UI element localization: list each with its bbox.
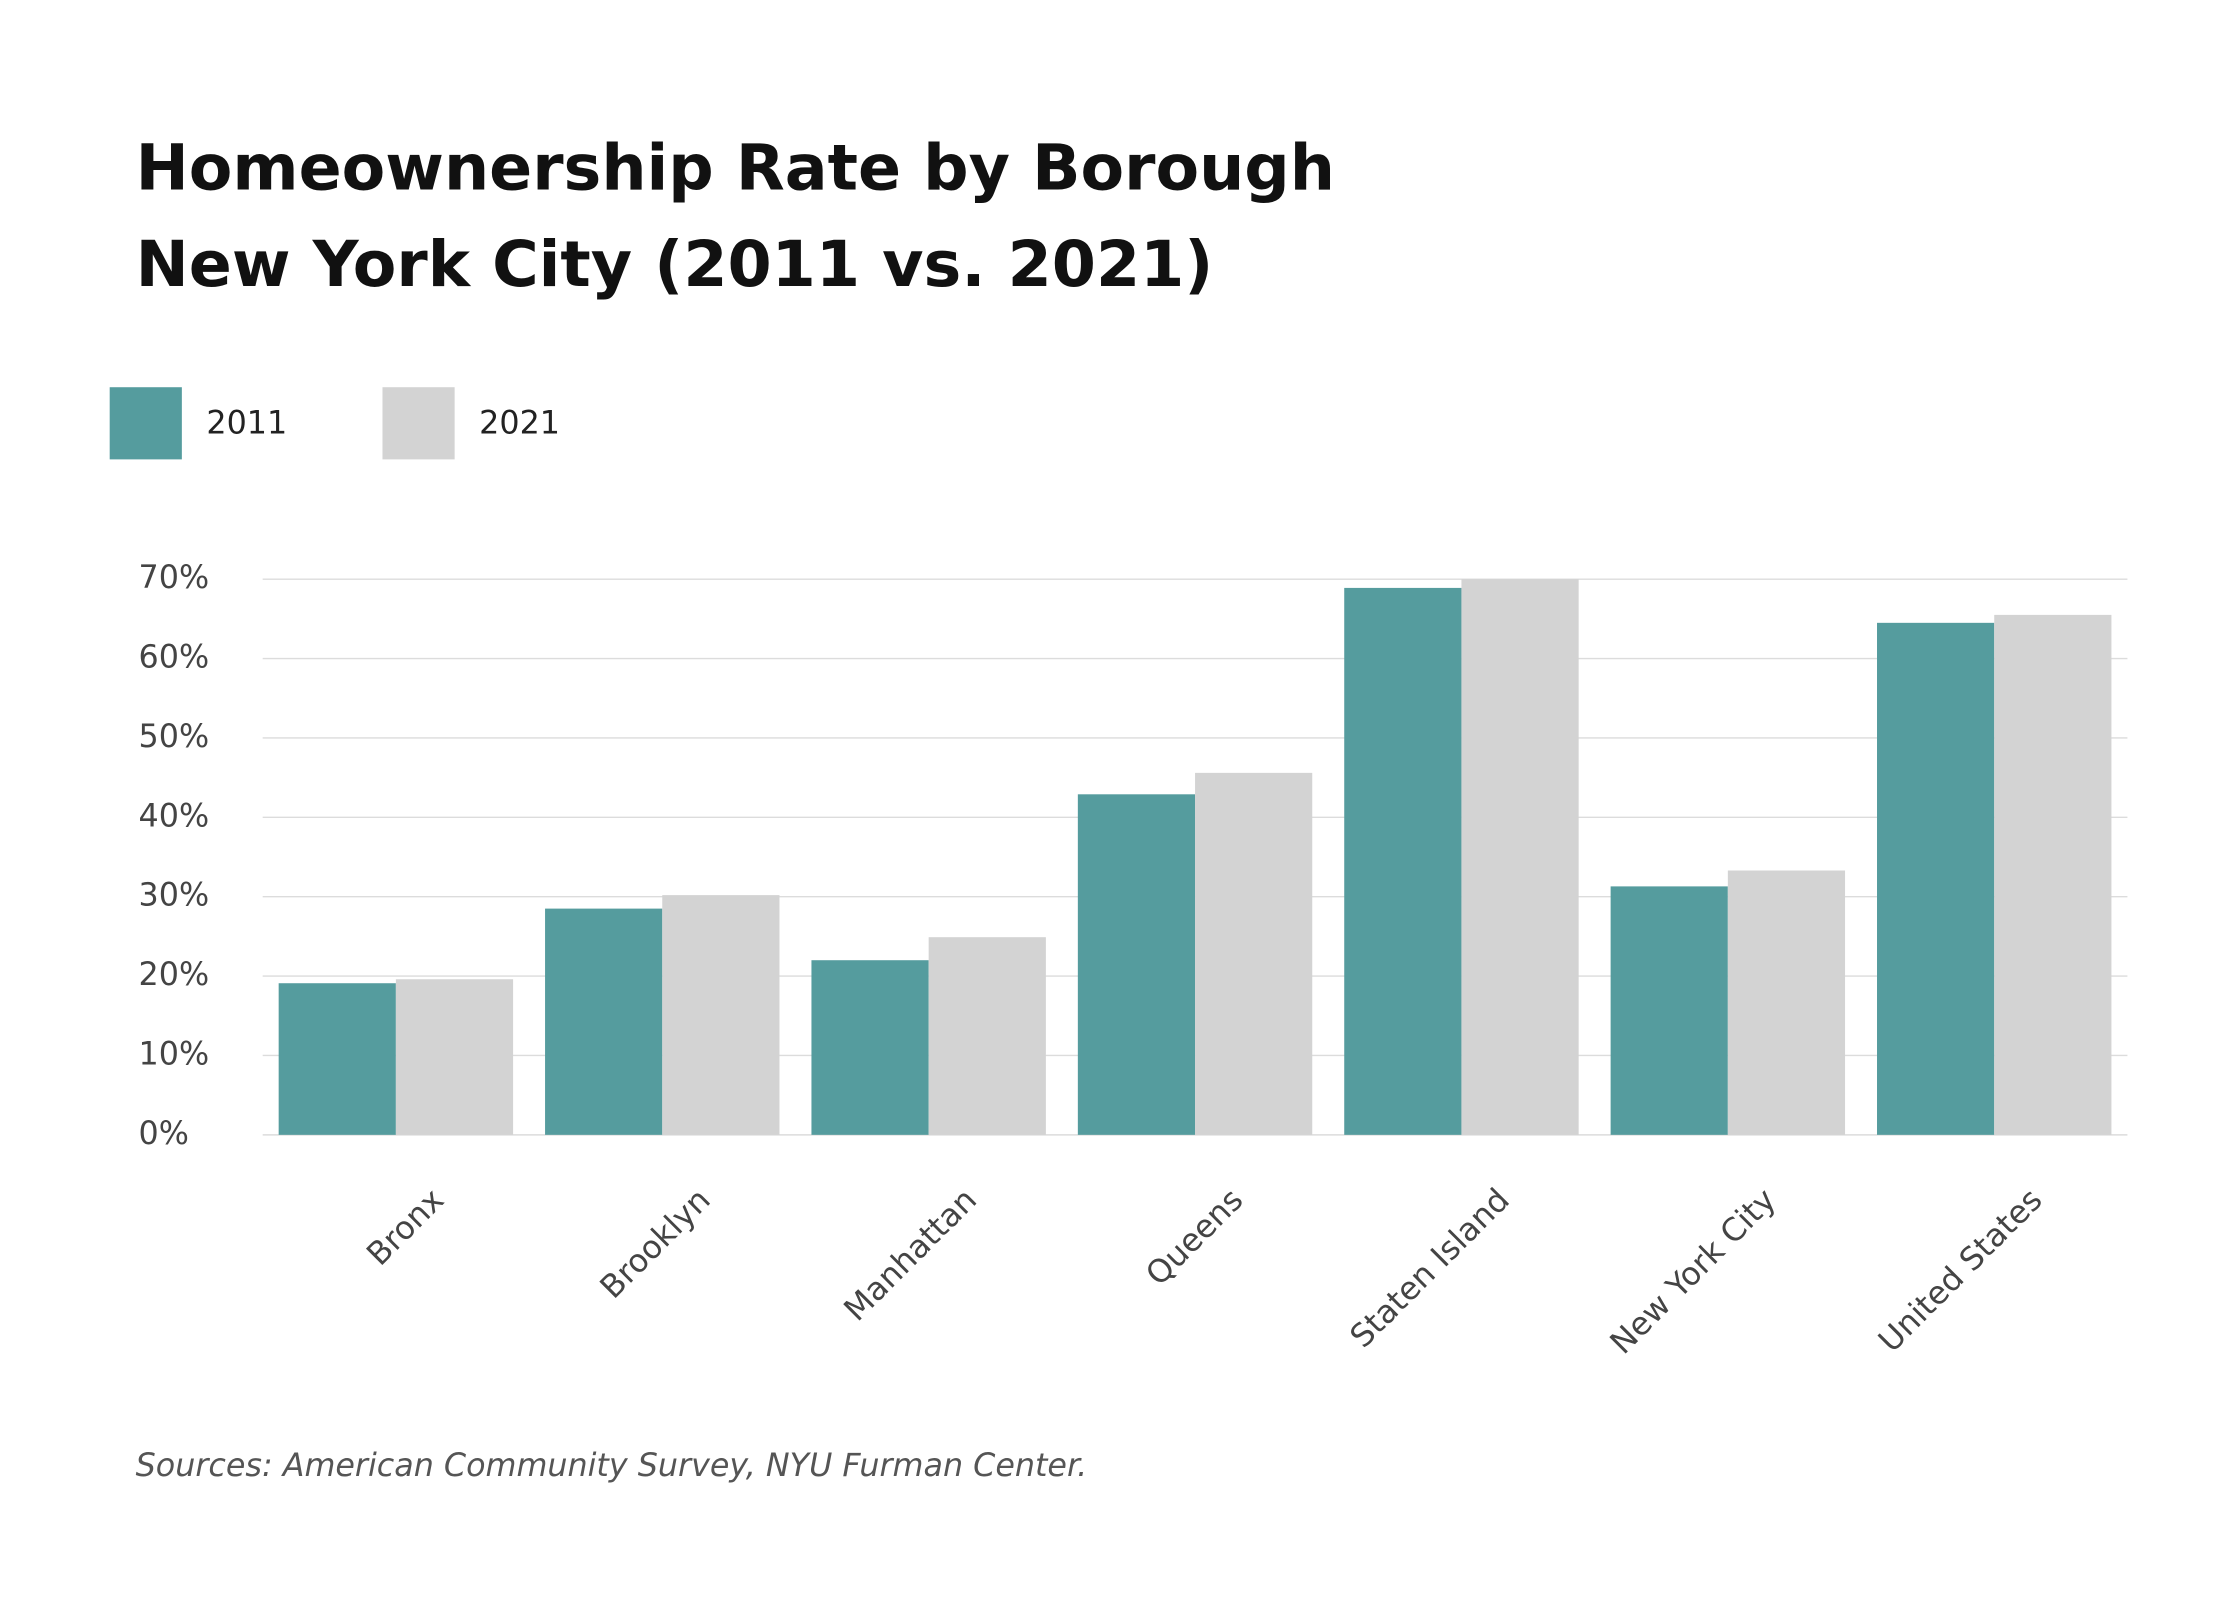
legend-swatch	[109, 387, 182, 460]
bar	[928, 937, 1046, 1135]
bar	[1195, 772, 1313, 1135]
bar	[1610, 886, 1728, 1135]
chart-title: Homeownership Rate by Borough	[136, 130, 1335, 204]
y-tick-label: 40%	[139, 798, 210, 834]
bar	[545, 908, 663, 1135]
bar	[395, 979, 514, 1135]
x-tick-label: New York City	[1604, 1182, 1783, 1361]
y-tick-label: 20%	[139, 957, 210, 993]
bar	[1077, 794, 1196, 1135]
legend-label: 2011	[206, 406, 287, 442]
bar	[1877, 622, 1995, 1135]
legend-label: 2021	[479, 406, 560, 442]
bar	[1461, 579, 1579, 1135]
x-tick-label: Manhattan	[838, 1182, 984, 1328]
source-note: Sources: American Community Survey, NYU …	[136, 1448, 1088, 1484]
x-tick-label: Staten Island	[1344, 1182, 1517, 1355]
y-tick-label: 50%	[139, 719, 210, 755]
y-tick-label: 30%	[139, 878, 210, 914]
bar	[662, 895, 780, 1135]
chart-subtitle: New York City (2011 vs. 2021)	[136, 227, 1214, 301]
y-tick-label: 70%	[139, 560, 210, 596]
x-tick-label: Bronx	[360, 1182, 451, 1273]
bar	[1727, 870, 1846, 1135]
x-tick-label: United States	[1872, 1182, 2049, 1359]
bar	[811, 960, 929, 1135]
bar	[1344, 587, 1462, 1135]
y-tick-label: 60%	[139, 640, 210, 676]
legend-swatch	[382, 387, 455, 460]
x-tick-label: Brooklyn	[594, 1182, 718, 1306]
y-tick-label: 0%	[139, 1116, 189, 1152]
x-tick-label: Queens	[1139, 1182, 1250, 1293]
bar	[278, 983, 396, 1135]
y-tick-label: 10%	[139, 1036, 210, 1072]
bar	[1994, 614, 2112, 1135]
